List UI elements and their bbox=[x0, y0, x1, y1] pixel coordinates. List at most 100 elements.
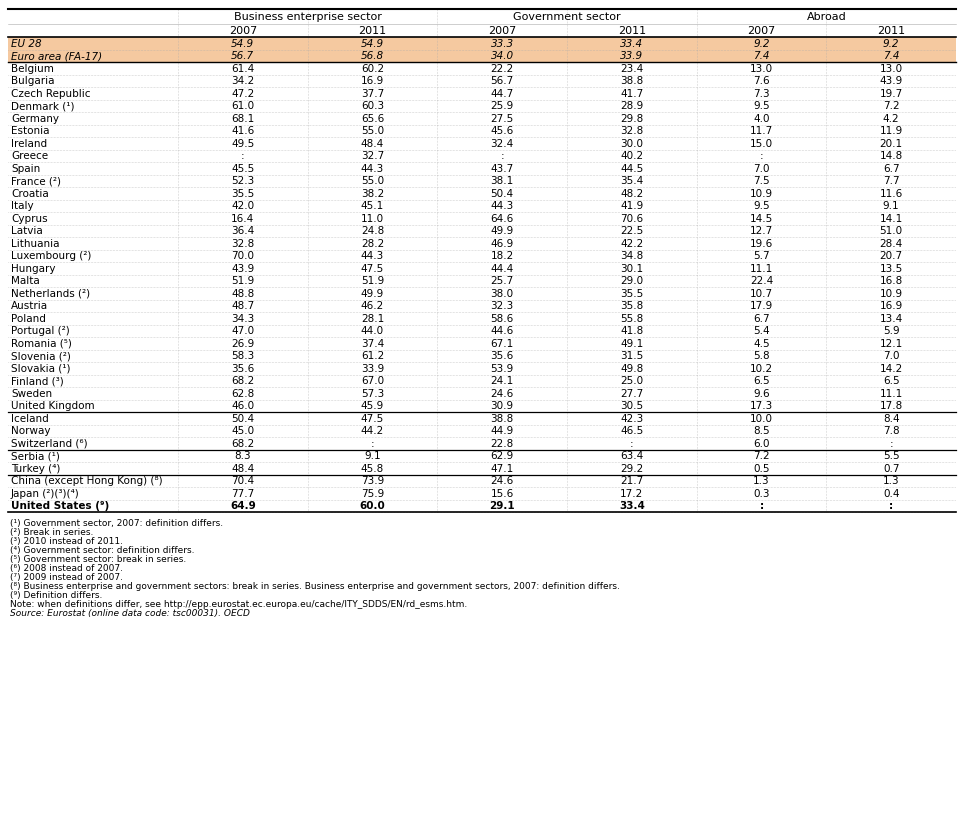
Text: 47.1: 47.1 bbox=[491, 464, 514, 474]
Text: Portugal (²): Portugal (²) bbox=[11, 327, 69, 337]
Text: China (except Hong Kong) (⁸): China (except Hong Kong) (⁸) bbox=[11, 476, 163, 486]
Text: Slovakia (¹): Slovakia (¹) bbox=[11, 364, 70, 374]
Text: 45.5: 45.5 bbox=[231, 164, 254, 174]
Text: 44.3: 44.3 bbox=[361, 164, 384, 174]
Text: 32.8: 32.8 bbox=[231, 239, 254, 249]
Text: 38.2: 38.2 bbox=[361, 189, 384, 198]
Text: 61.0: 61.0 bbox=[231, 102, 254, 112]
Text: 22.2: 22.2 bbox=[491, 64, 514, 74]
Text: 6.7: 6.7 bbox=[883, 164, 899, 174]
Text: 9.5: 9.5 bbox=[753, 102, 770, 112]
Text: 43.9: 43.9 bbox=[879, 76, 903, 86]
Text: 9.1: 9.1 bbox=[364, 452, 381, 461]
Text: 45.8: 45.8 bbox=[361, 464, 384, 474]
Text: 44.5: 44.5 bbox=[620, 164, 643, 174]
Text: 33.3: 33.3 bbox=[491, 39, 514, 49]
Text: 6.5: 6.5 bbox=[753, 376, 770, 386]
Text: 16.9: 16.9 bbox=[361, 76, 384, 86]
Text: 0.4: 0.4 bbox=[883, 489, 899, 499]
Text: Denmark (¹): Denmark (¹) bbox=[11, 102, 74, 112]
Text: 8.5: 8.5 bbox=[753, 427, 770, 437]
Text: 49.8: 49.8 bbox=[620, 364, 643, 374]
Text: 34.3: 34.3 bbox=[231, 314, 254, 324]
Text: 7.8: 7.8 bbox=[883, 427, 899, 437]
Text: 44.6: 44.6 bbox=[491, 327, 514, 337]
Text: 7.0: 7.0 bbox=[753, 164, 769, 174]
Text: 55.0: 55.0 bbox=[361, 127, 384, 136]
Text: 38.8: 38.8 bbox=[620, 76, 643, 86]
Text: 4.5: 4.5 bbox=[753, 339, 770, 349]
Text: 45.9: 45.9 bbox=[361, 401, 384, 411]
Text: 47.5: 47.5 bbox=[361, 264, 384, 274]
Text: 60.2: 60.2 bbox=[361, 64, 384, 74]
Text: 54.9: 54.9 bbox=[231, 39, 254, 49]
Text: 56.7: 56.7 bbox=[491, 76, 514, 86]
Text: 44.2: 44.2 bbox=[361, 427, 384, 437]
Text: 1.3: 1.3 bbox=[883, 476, 899, 486]
Text: 7.4: 7.4 bbox=[883, 51, 899, 61]
Text: Business enterprise sector: Business enterprise sector bbox=[233, 12, 382, 22]
Text: 34.2: 34.2 bbox=[231, 76, 254, 86]
Text: 4.2: 4.2 bbox=[883, 114, 899, 124]
Text: 44.7: 44.7 bbox=[491, 88, 514, 99]
Text: 32.4: 32.4 bbox=[491, 139, 514, 149]
Text: 11.0: 11.0 bbox=[361, 214, 384, 224]
Text: 10.9: 10.9 bbox=[879, 289, 902, 299]
Text: 40.2: 40.2 bbox=[620, 151, 643, 161]
Text: 67.0: 67.0 bbox=[361, 376, 384, 386]
Text: 15.6: 15.6 bbox=[491, 489, 514, 499]
Text: 7.0: 7.0 bbox=[883, 351, 899, 361]
Text: 34.8: 34.8 bbox=[620, 251, 643, 261]
Text: (⁶) 2008 instead of 2007.: (⁶) 2008 instead of 2007. bbox=[10, 564, 123, 573]
Text: 55.8: 55.8 bbox=[620, 314, 643, 324]
Text: 10.0: 10.0 bbox=[750, 414, 773, 424]
Text: (⁴) Government sector: definition differs.: (⁴) Government sector: definition differ… bbox=[10, 546, 195, 555]
Text: 73.9: 73.9 bbox=[361, 476, 384, 486]
Text: 41.8: 41.8 bbox=[620, 327, 643, 337]
Text: (⁵) Government sector: break in series.: (⁵) Government sector: break in series. bbox=[10, 555, 186, 564]
Text: Government sector: Government sector bbox=[513, 12, 621, 22]
Text: 49.9: 49.9 bbox=[491, 227, 514, 237]
Text: :: : bbox=[241, 151, 245, 161]
Text: 35.4: 35.4 bbox=[620, 176, 643, 186]
Text: United Kingdom: United Kingdom bbox=[11, 401, 94, 411]
Text: 2011: 2011 bbox=[877, 26, 905, 36]
Text: 27.5: 27.5 bbox=[491, 114, 514, 124]
Text: 8.4: 8.4 bbox=[883, 414, 899, 424]
Text: 22.5: 22.5 bbox=[620, 227, 643, 237]
Text: 41.6: 41.6 bbox=[231, 127, 254, 136]
Text: 62.9: 62.9 bbox=[491, 452, 514, 461]
Text: 60.3: 60.3 bbox=[361, 102, 384, 112]
Text: 0.5: 0.5 bbox=[753, 464, 769, 474]
Text: 38.1: 38.1 bbox=[491, 176, 514, 186]
Text: 42.3: 42.3 bbox=[620, 414, 643, 424]
Text: 7.2: 7.2 bbox=[753, 452, 770, 461]
Text: 33.9: 33.9 bbox=[620, 51, 643, 61]
Text: Luxembourg (²): Luxembourg (²) bbox=[11, 251, 92, 261]
Text: 2011: 2011 bbox=[359, 26, 387, 36]
Text: 37.4: 37.4 bbox=[361, 339, 384, 349]
Text: 24.1: 24.1 bbox=[491, 376, 514, 386]
Text: 47.2: 47.2 bbox=[231, 88, 254, 99]
Text: 22.4: 22.4 bbox=[750, 276, 773, 286]
Text: 13.0: 13.0 bbox=[750, 64, 773, 74]
Text: 56.7: 56.7 bbox=[231, 51, 254, 61]
Text: 7.7: 7.7 bbox=[883, 176, 899, 186]
Text: 41.7: 41.7 bbox=[620, 88, 643, 99]
Text: :: : bbox=[889, 501, 894, 511]
Text: :: : bbox=[500, 151, 504, 161]
Text: 10.7: 10.7 bbox=[750, 289, 773, 299]
Text: 44.3: 44.3 bbox=[361, 251, 384, 261]
Text: 49.5: 49.5 bbox=[231, 139, 254, 149]
Text: 15.0: 15.0 bbox=[750, 139, 773, 149]
Text: Italy: Italy bbox=[11, 202, 34, 212]
Text: Sweden: Sweden bbox=[11, 389, 52, 399]
Text: Bulgaria: Bulgaria bbox=[11, 76, 55, 86]
Text: 70.6: 70.6 bbox=[620, 214, 643, 224]
Text: :: : bbox=[760, 151, 763, 161]
Text: 47.5: 47.5 bbox=[361, 414, 384, 424]
Text: (²) Break in series.: (²) Break in series. bbox=[10, 528, 94, 537]
Text: 33.9: 33.9 bbox=[361, 364, 384, 374]
Text: 35.6: 35.6 bbox=[491, 351, 514, 361]
Text: 27.7: 27.7 bbox=[620, 389, 643, 399]
